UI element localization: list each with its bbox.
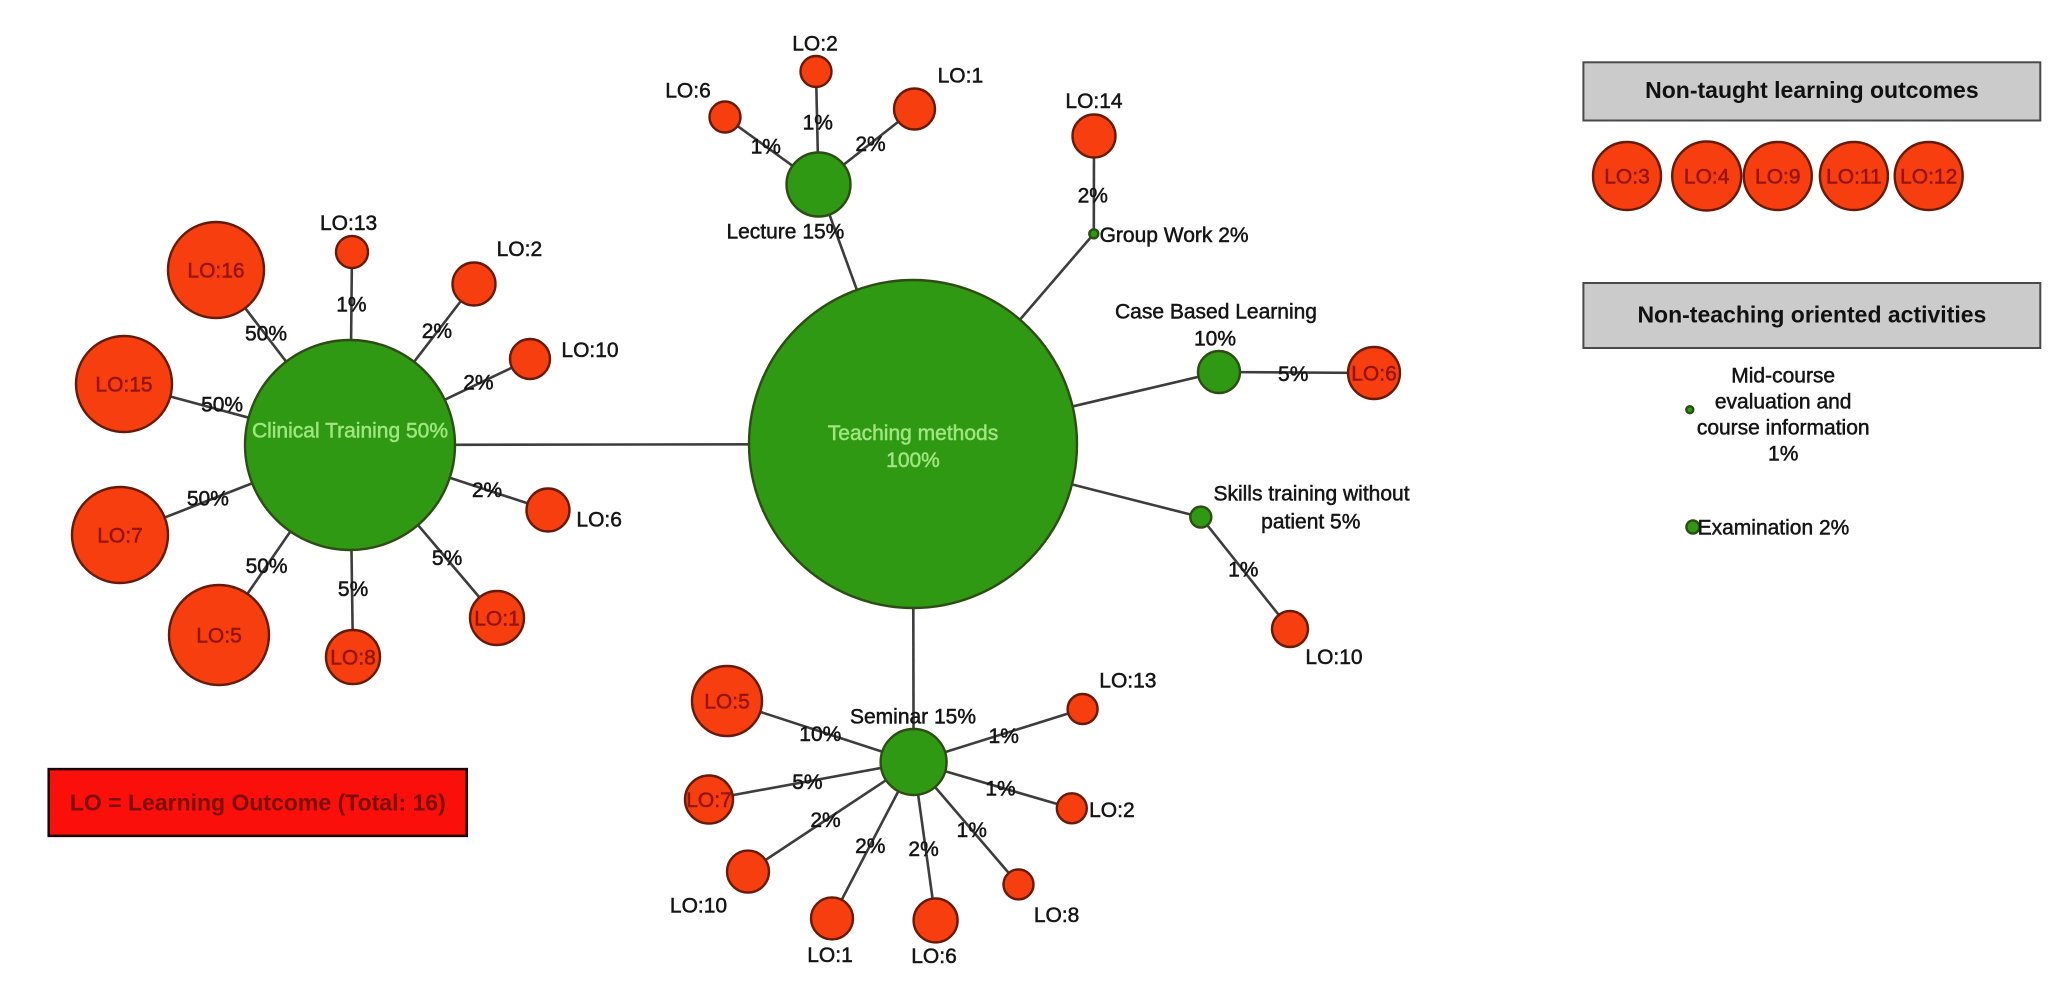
- svg-text:5%: 5%: [338, 578, 368, 601]
- svg-text:1%: 1%: [989, 725, 1019, 748]
- svg-text:1%: 1%: [985, 778, 1015, 801]
- svg-text:LO:2: LO:2: [792, 33, 838, 56]
- svg-text:LO:6: LO:6: [665, 80, 711, 103]
- svg-text:Non-teaching oriented activiti: Non-teaching oriented activities: [1637, 302, 1986, 328]
- svg-text:50%: 50%: [246, 555, 288, 578]
- svg-text:10%: 10%: [799, 723, 841, 746]
- svg-text:LO:8: LO:8: [330, 647, 376, 670]
- svg-text:Case Based Learning: Case Based Learning: [1115, 301, 1317, 324]
- svg-text:2%: 2%: [422, 320, 452, 343]
- svg-text:LO:16: LO:16: [187, 260, 244, 283]
- svg-text:LO:10: LO:10: [1305, 646, 1362, 669]
- svg-text:LO:6: LO:6: [576, 508, 622, 531]
- svg-text:Clinical Training 50%: Clinical Training 50%: [252, 420, 448, 443]
- svg-text:Examination 2%: Examination 2%: [1698, 517, 1850, 540]
- svg-text:LO:11: LO:11: [1826, 166, 1882, 189]
- svg-text:5%: 5%: [792, 771, 822, 794]
- svg-text:5%: 5%: [432, 547, 462, 570]
- svg-text:LO:6: LO:6: [1351, 363, 1397, 386]
- svg-text:50%: 50%: [187, 487, 229, 510]
- svg-text:2%: 2%: [472, 479, 502, 502]
- svg-text:LO:5: LO:5: [704, 691, 750, 714]
- svg-text:2%: 2%: [810, 809, 840, 832]
- svg-text:LO:9: LO:9: [1755, 166, 1801, 189]
- svg-text:Mid-course: Mid-course: [1731, 364, 1835, 387]
- svg-text:1%: 1%: [957, 819, 987, 842]
- svg-text:LO = Learning Outcome (Total:: LO = Learning Outcome (Total: 16): [70, 790, 446, 816]
- svg-text:LO:15: LO:15: [95, 374, 152, 397]
- svg-text:2%: 2%: [855, 835, 885, 858]
- svg-text:LO:12: LO:12: [1900, 166, 1957, 189]
- svg-text:10%: 10%: [1194, 328, 1236, 351]
- svg-text:2%: 2%: [855, 133, 885, 156]
- svg-text:LO:2: LO:2: [1089, 799, 1135, 822]
- svg-text:LO:14: LO:14: [1065, 90, 1123, 113]
- svg-text:5%: 5%: [1278, 363, 1308, 386]
- svg-text:evaluation and: evaluation and: [1715, 390, 1852, 413]
- svg-text:course information: course information: [1697, 416, 1870, 439]
- svg-text:50%: 50%: [245, 323, 287, 346]
- svg-text:Lecture 15%: Lecture 15%: [726, 220, 844, 243]
- svg-text:2%: 2%: [908, 838, 938, 861]
- svg-text:1%: 1%: [803, 111, 833, 134]
- svg-text:LO:6: LO:6: [911, 945, 957, 968]
- svg-text:LO:13: LO:13: [1099, 670, 1156, 693]
- svg-text:Skills training without: Skills training without: [1213, 482, 1409, 505]
- svg-text:LO:4: LO:4: [1684, 166, 1730, 189]
- svg-text:2%: 2%: [463, 372, 493, 395]
- svg-text:1%: 1%: [336, 294, 366, 317]
- svg-text:LO:2: LO:2: [497, 238, 543, 261]
- svg-text:LO:8: LO:8: [1034, 904, 1080, 927]
- svg-text:LO:10: LO:10: [561, 339, 618, 362]
- svg-text:Teaching methods: Teaching methods: [828, 422, 998, 445]
- svg-text:Group Work 2%: Group Work 2%: [1100, 224, 1249, 247]
- svg-text:Seminar 15%: Seminar 15%: [850, 706, 976, 729]
- svg-text:patient 5%: patient 5%: [1261, 511, 1360, 534]
- svg-text:LO:7: LO:7: [686, 789, 732, 812]
- svg-text:1%: 1%: [1228, 559, 1258, 582]
- svg-text:1%: 1%: [1768, 442, 1798, 465]
- svg-text:LO:10: LO:10: [670, 895, 727, 918]
- svg-text:LO:1: LO:1: [938, 65, 984, 88]
- svg-text:50%: 50%: [201, 393, 243, 416]
- svg-text:LO:13: LO:13: [320, 212, 377, 235]
- svg-text:LO:3: LO:3: [1604, 166, 1650, 189]
- svg-text:2%: 2%: [1078, 184, 1108, 207]
- svg-text:LO:1: LO:1: [807, 944, 853, 967]
- svg-text:Non-taught learning outcomes: Non-taught learning outcomes: [1645, 77, 1979, 103]
- svg-text:LO:7: LO:7: [97, 525, 143, 548]
- svg-text:1%: 1%: [751, 135, 781, 158]
- svg-text:LO:5: LO:5: [196, 625, 242, 648]
- svg-text:LO:1: LO:1: [474, 608, 520, 631]
- svg-text:100%: 100%: [886, 449, 940, 472]
